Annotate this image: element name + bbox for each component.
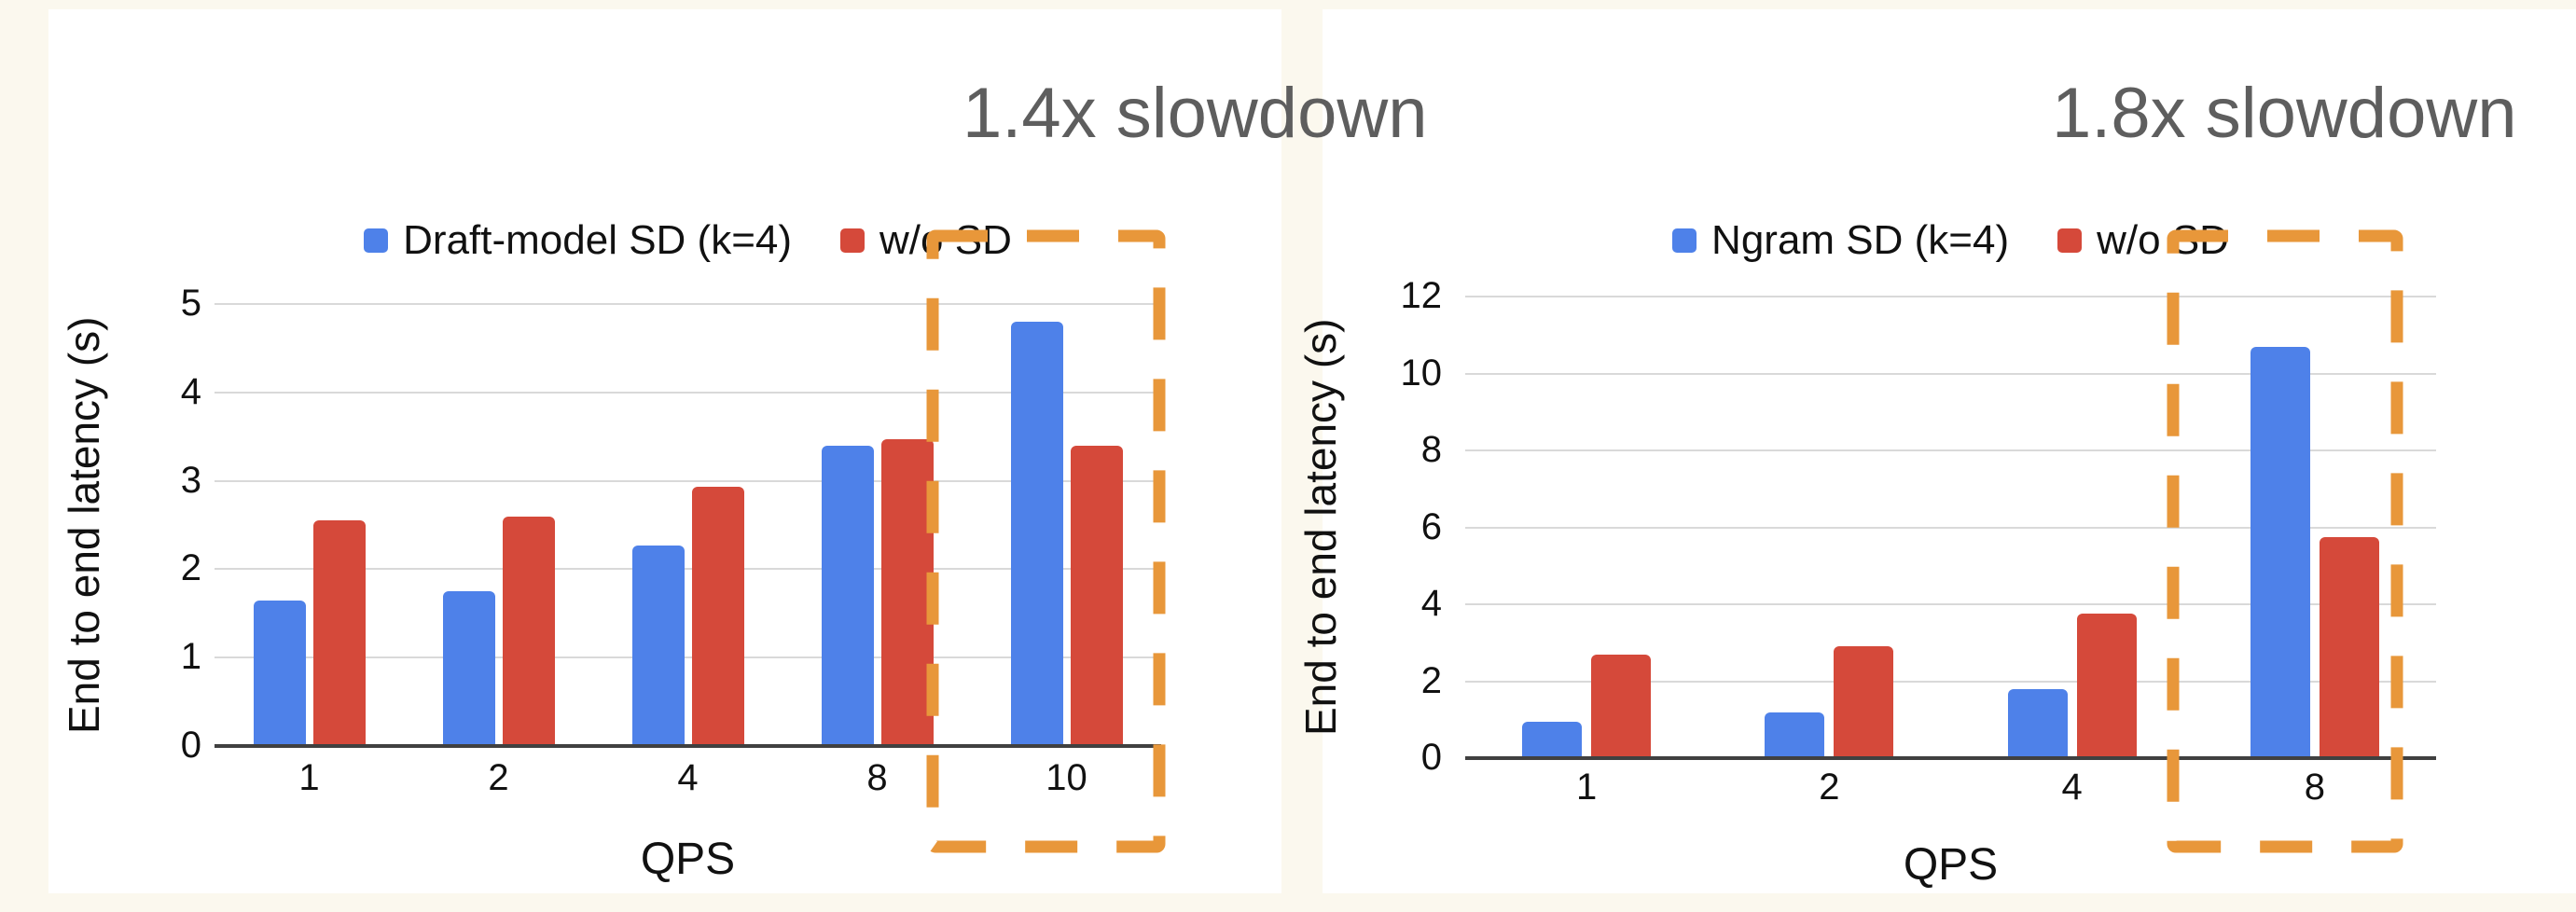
- red-legend-swatch-icon: [840, 228, 866, 253]
- red-bar: [1834, 646, 1894, 758]
- y-tick-label: 10: [1400, 352, 1443, 394]
- bar-group: [593, 304, 782, 746]
- y-tick-label: 3: [180, 459, 201, 501]
- red-legend-swatch-icon: [2057, 228, 2083, 253]
- legend-label: Draft-model SD (k=4): [403, 217, 793, 263]
- red-bar: [1070, 445, 1123, 746]
- y-tick-label: 2: [1420, 659, 1442, 701]
- x-axis-title: QPS: [640, 835, 736, 884]
- y-tick-label: 8: [1420, 429, 1442, 470]
- gridline: [1465, 296, 2436, 297]
- bar-group: [782, 304, 972, 746]
- left-slowdown-annotation: 1.4x slowdown: [963, 74, 1428, 153]
- y-tick-label: 0: [1420, 737, 1442, 778]
- blue-bar: [1522, 721, 1583, 758]
- x-axis-line: [1465, 756, 2436, 760]
- y-tick-label: 6: [1420, 505, 1442, 547]
- gridline: [1465, 372, 2436, 375]
- red-bar: [502, 516, 555, 746]
- blue-legend-swatch-icon: [1672, 228, 1697, 253]
- bar-group: [972, 304, 1161, 746]
- x-tick-label: 4: [677, 757, 699, 798]
- x-tick-label: 1: [298, 757, 320, 798]
- x-tick-label: 1: [1576, 767, 1598, 808]
- gridline: [215, 303, 1161, 305]
- blue-legend-swatch-icon: [364, 228, 389, 253]
- gridline: [215, 391, 1161, 394]
- blue-bar: [1765, 712, 1825, 758]
- y-tick-label: 0: [180, 725, 201, 766]
- gridline: [1465, 449, 2436, 451]
- blue-bar: [821, 445, 874, 746]
- bar-group: [404, 304, 593, 746]
- legend-label: Ngram SD (k=4): [1711, 217, 2010, 263]
- highlight-dashed-box: [926, 229, 1166, 853]
- red-bar: [880, 439, 934, 746]
- red-bar: [2076, 614, 2137, 758]
- chart-legend: Ngram SD (k=4) w/o SD: [1465, 217, 2436, 264]
- y-tick-label: 5: [180, 283, 201, 324]
- highlight-box-stroke: [2167, 229, 2403, 853]
- gridline: [215, 479, 1161, 482]
- y-tick-label: 2: [180, 547, 201, 589]
- blue-bar: [2007, 688, 2068, 758]
- x-axis-title: QPS: [1903, 840, 1999, 890]
- red-bar: [1591, 654, 1652, 758]
- red-bar: [312, 520, 366, 746]
- blue-bar: [631, 545, 685, 746]
- red-bar: [691, 487, 744, 746]
- gridline: [1465, 680, 2436, 683]
- red-bar: [2319, 536, 2379, 758]
- x-tick-label: 8: [866, 757, 888, 798]
- x-tick-label: 4: [2061, 767, 2083, 808]
- y-tick-label: 12: [1400, 275, 1443, 316]
- x-tick-label: 10: [1046, 757, 1087, 798]
- gridline: [215, 656, 1161, 659]
- y-tick-label: 1: [180, 636, 201, 678]
- right-slowdown-annotation: 1.8x slowdown: [2052, 74, 2517, 153]
- bar-group: [1951, 297, 2194, 758]
- blue-bar: [442, 591, 495, 746]
- highlight-dashed-box: [2167, 229, 2403, 853]
- y-tick-label: 4: [180, 370, 201, 412]
- x-tick-label: 2: [488, 757, 509, 798]
- bar-group: [2194, 297, 2436, 758]
- blue-bar: [2250, 346, 2310, 758]
- x-tick-label: 8: [2304, 767, 2325, 808]
- x-tick-label: 2: [1819, 767, 1840, 808]
- bar-group: [1708, 297, 1950, 758]
- blue-bar: [253, 600, 306, 746]
- gridline: [215, 568, 1161, 571]
- y-tick-label: 4: [1420, 583, 1442, 624]
- bar-group: [1465, 297, 1708, 758]
- gridline: [1465, 526, 2436, 529]
- highlight-box-stroke: [926, 229, 1166, 853]
- legend-item: Draft-model SD (k=4): [364, 217, 792, 264]
- gridline: [1465, 603, 2436, 605]
- bar-group: [215, 304, 404, 746]
- x-axis-line: [215, 744, 1161, 748]
- blue-bar: [1010, 321, 1063, 746]
- legend-item: Ngram SD (k=4): [1672, 217, 2009, 264]
